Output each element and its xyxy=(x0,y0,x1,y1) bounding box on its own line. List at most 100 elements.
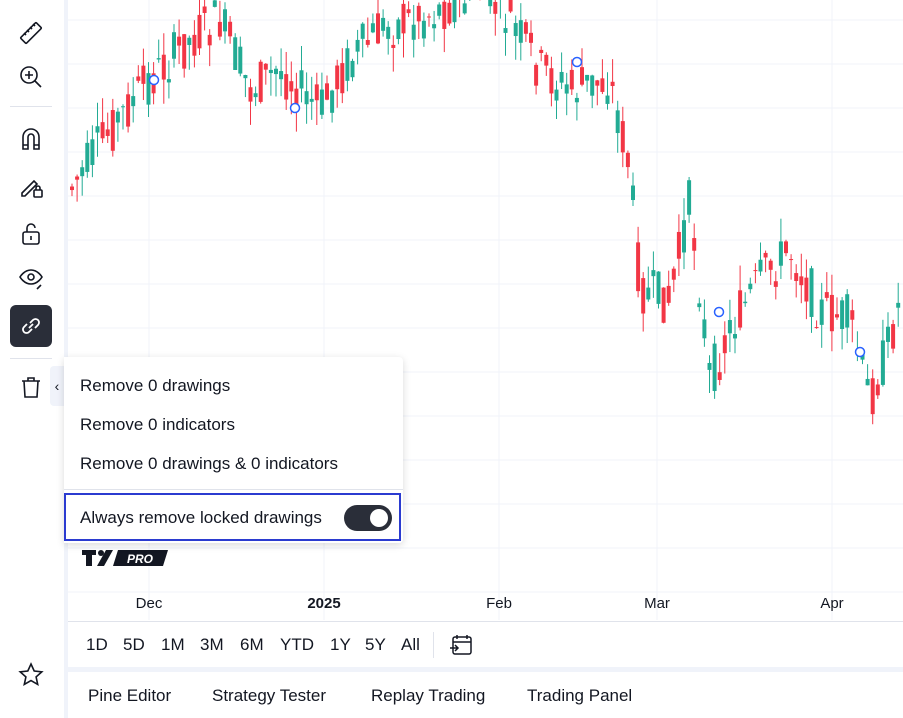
candle-body xyxy=(217,21,222,37)
candle-body xyxy=(875,384,880,396)
candle-body xyxy=(687,180,692,215)
tab-replay-trading[interactable]: Replay Trading xyxy=(371,686,486,705)
candle-body xyxy=(182,34,187,69)
candle-body xyxy=(212,0,217,7)
candle-body xyxy=(304,91,309,105)
candle-body xyxy=(615,110,620,134)
candle-body xyxy=(784,241,788,254)
star-icon[interactable] xyxy=(10,654,52,696)
candle-body xyxy=(319,89,324,115)
range-5y-button[interactable]: 5Y xyxy=(365,635,386,654)
candle-body xyxy=(115,111,120,123)
remove-drawings-item[interactable]: Remove 0 drawings xyxy=(80,376,231,395)
lock-drawing-pencil-icon[interactable] xyxy=(10,165,52,207)
candle-body xyxy=(569,69,574,90)
candle-body xyxy=(427,16,431,18)
candle-body xyxy=(263,63,268,70)
candle-body xyxy=(401,3,406,34)
candle-body xyxy=(850,310,855,320)
candle-body xyxy=(891,324,896,349)
toggle-knob xyxy=(370,509,388,527)
candle-body xyxy=(223,9,227,32)
go-to-date-icon[interactable] xyxy=(448,632,474,658)
zoom-in-icon[interactable] xyxy=(10,56,52,98)
tab-strategy-tester[interactable]: Strategy Tester xyxy=(212,686,327,705)
candle-body xyxy=(529,32,533,43)
remove-drawings-and-indicators-item[interactable]: Remove 0 drawings & 0 indicators xyxy=(80,454,338,473)
candle-body xyxy=(809,268,814,317)
candle-body xyxy=(610,81,615,87)
event-marker[interactable] xyxy=(148,74,160,86)
event-marker[interactable] xyxy=(713,306,725,318)
range-ytd-button[interactable]: YTD xyxy=(280,635,314,654)
candle-body xyxy=(85,142,90,172)
candle-body xyxy=(447,2,452,24)
candle-body xyxy=(799,276,804,286)
candle-body xyxy=(503,28,508,33)
candle-body xyxy=(238,46,243,74)
remove-indicators-item[interactable]: Remove 0 indicators xyxy=(80,415,235,434)
candle-body xyxy=(513,23,518,37)
candle-body xyxy=(789,259,794,261)
candle-body xyxy=(243,74,248,79)
candle-body xyxy=(121,106,125,108)
candle-body xyxy=(794,273,799,282)
candle-body xyxy=(727,320,732,334)
trash-icon[interactable] xyxy=(10,366,52,408)
event-marker[interactable] xyxy=(571,56,583,68)
ruler-icon[interactable] xyxy=(10,12,52,54)
candle-body xyxy=(462,3,467,14)
magnet-icon[interactable] xyxy=(10,118,52,160)
tab-pine-editor[interactable]: Pine Editor xyxy=(88,686,172,705)
candle-body xyxy=(156,58,161,60)
candle-body xyxy=(314,84,319,101)
candle-body xyxy=(763,252,768,258)
panel-divider xyxy=(68,667,903,672)
candle-body xyxy=(488,0,493,7)
candle-body xyxy=(676,231,681,259)
unlock-icon[interactable] xyxy=(10,212,52,254)
candle-body xyxy=(600,78,605,92)
event-marker[interactable] xyxy=(854,346,866,358)
range-3m-button[interactable]: 3M xyxy=(200,635,224,654)
always-remove-locked-row[interactable]: Always remove locked drawings xyxy=(64,493,401,541)
candle-body xyxy=(126,94,131,127)
candle-body xyxy=(136,76,141,81)
range-5d-button[interactable]: 5D xyxy=(123,635,145,654)
collapse-arrow[interactable]: ‹ xyxy=(50,366,64,406)
link-icon[interactable] xyxy=(10,305,52,347)
candle-body xyxy=(845,294,850,328)
candle-body xyxy=(365,40,370,45)
candle-body xyxy=(391,44,396,48)
always-remove-locked-toggle[interactable] xyxy=(344,505,392,531)
range-1m-button[interactable]: 1M xyxy=(161,635,185,654)
time-axis-label: Feb xyxy=(486,595,512,612)
time-axis-label: 2025 xyxy=(307,595,341,612)
tab-trading-panel[interactable]: Trading Panel xyxy=(527,686,633,705)
candlestick-canvas[interactable] xyxy=(68,0,903,620)
eye-icon[interactable] xyxy=(10,256,52,298)
candle-body xyxy=(289,81,294,92)
candle-body xyxy=(697,303,702,308)
candle-body xyxy=(416,5,421,22)
candle-body xyxy=(605,95,610,104)
bottom-panel-tabs: Pine Editor Strategy Tester Replay Tradi… xyxy=(68,672,903,718)
range-1y-button[interactable]: 1Y xyxy=(330,635,351,654)
candle-body xyxy=(595,80,600,86)
candle-body xyxy=(748,283,753,290)
candle-body xyxy=(814,327,819,329)
range-6m-button[interactable]: 6M xyxy=(240,635,264,654)
candle-body xyxy=(442,1,447,29)
candle-body xyxy=(381,17,386,31)
candle-body xyxy=(197,14,202,49)
candle-body xyxy=(835,314,839,318)
candle-body xyxy=(406,9,411,14)
event-marker[interactable] xyxy=(289,102,301,114)
candle-body xyxy=(722,335,727,354)
range-all-button[interactable]: All xyxy=(401,635,420,654)
range-1d-button[interactable]: 1D xyxy=(86,635,108,654)
candle-body xyxy=(692,238,697,251)
candle-body xyxy=(743,301,748,304)
candle-body xyxy=(666,285,671,303)
date-range-bar: 1D 5D 1M 3M 6M YTD 1Y 5Y All xyxy=(68,621,903,668)
